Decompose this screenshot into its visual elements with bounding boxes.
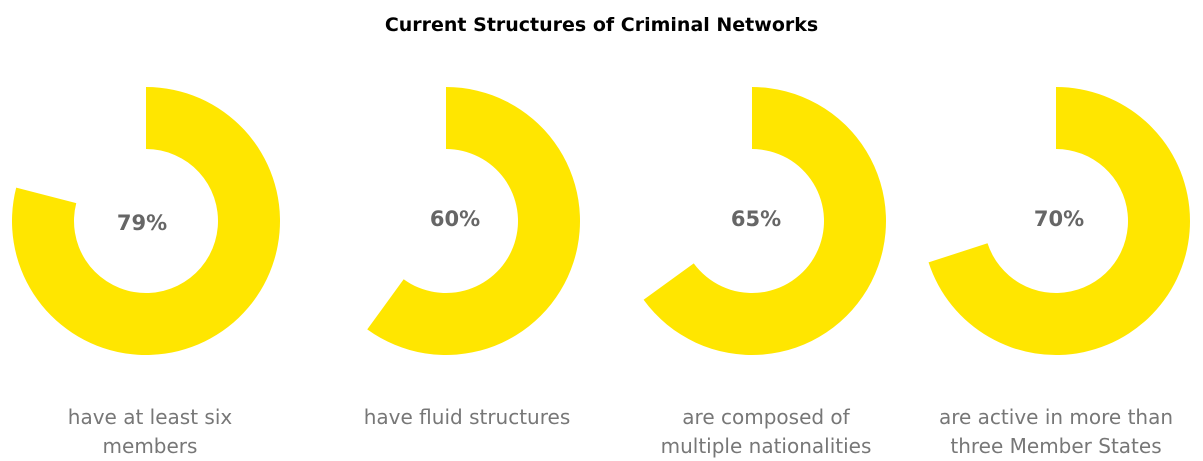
caption-multiple-nationalities: are composed of multiple nationalities — [660, 405, 872, 458]
donut-more-than-three-states-percent-label: 70% — [1034, 207, 1084, 231]
caption-fluid-structures: have fluid structures — [363, 405, 571, 429]
chart-title: Current Structures of Criminal Networks — [384, 14, 819, 36]
donut-at-least-six-members-arc — [11, 87, 280, 355]
donut-fluid-structures-percent-label: 60% — [430, 207, 480, 231]
caption-more-than-three-states: are active in more than three Member Sta… — [938, 405, 1174, 458]
donut-at-least-six-members-percent-label: 79% — [117, 211, 167, 235]
donut-fluid-structures-arc — [367, 87, 581, 355]
donut-more-than-three-states-arc — [928, 87, 1190, 356]
donut-multiple-nationalities-arc — [643, 87, 886, 355]
donut-multiple-nationalities-percent-label: 65% — [731, 207, 781, 231]
caption-at-least-six-members: have at least six members — [67, 405, 233, 458]
